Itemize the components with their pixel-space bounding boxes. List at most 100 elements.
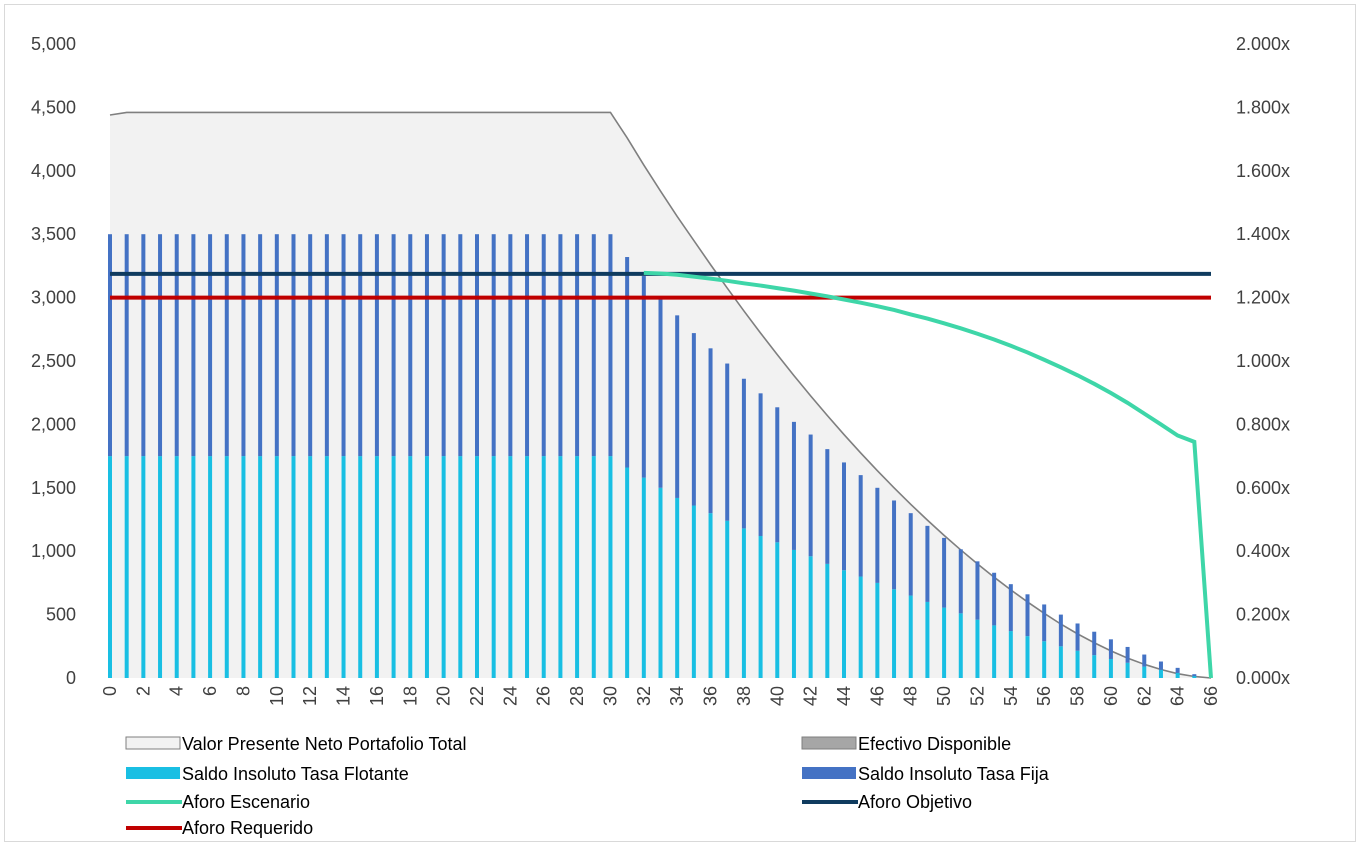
x-tick-label: 28 (567, 686, 587, 706)
bar-tasa-fija (475, 234, 479, 457)
y-right-tick-label: 0.400x (1236, 541, 1290, 561)
x-tick-label: 38 (734, 686, 754, 706)
bar-tasa-fija (491, 234, 496, 457)
bar-tasa-flotante (508, 456, 513, 678)
bar-tasa-flotante (1192, 676, 1197, 678)
bar-tasa-flotante (291, 456, 296, 678)
x-tick-label: 12 (300, 686, 320, 706)
bar-tasa-flotante (1042, 641, 1047, 678)
y-left-tick-label: 4,500 (31, 97, 76, 117)
bar-tasa-flotante (174, 456, 179, 678)
x-tick-label: 36 (701, 686, 721, 706)
x-tick-label: 62 (1134, 686, 1154, 706)
bar-tasa-fija (641, 276, 646, 478)
bar-tasa-flotante (491, 456, 496, 678)
x-tick-label: 10 (267, 686, 287, 706)
bar-tasa-fija (208, 234, 213, 457)
line-aforo-escenario (643, 270, 1213, 679)
bar-tasa-fija (258, 234, 263, 457)
x-tick-label: 56 (1034, 686, 1054, 706)
bar-tasa-flotante (324, 456, 329, 678)
x-tick-label: 6 (200, 686, 220, 696)
x-tick-label: 32 (634, 686, 654, 706)
x-tick-label: 52 (967, 686, 987, 706)
bar-tasa-flotante (842, 570, 846, 678)
bar-tasa-fija (958, 549, 963, 614)
bar-layer (108, 234, 1197, 678)
y-left-tick-label: 3,000 (31, 288, 76, 308)
bar-tasa-fija (341, 234, 346, 457)
legend-swatch-saldo-insoluto-tasa-fija (802, 767, 856, 779)
bar-tasa-flotante (958, 613, 963, 678)
y-left-tick-label: 2,500 (31, 351, 76, 371)
bar-tasa-flotante (158, 456, 163, 678)
bar-tasa-fija (1042, 604, 1047, 642)
bar-tasa-flotante (791, 549, 796, 678)
bar-tasa-fija (508, 234, 513, 457)
bar-tasa-fija (892, 500, 897, 590)
bar-tasa-fija (1025, 594, 1030, 637)
bar-tasa-fija (1175, 667, 1180, 673)
legend-label-saldo-insoluto-tasa-fija: Saldo Insoluto Tasa Fija (858, 764, 1050, 784)
bar-tasa-fija (575, 234, 580, 457)
bar-tasa-fija (608, 234, 613, 457)
x-tick-label: 48 (901, 686, 921, 706)
y-right-tick-label: 1.800x (1236, 97, 1290, 117)
y-left-tick-label: 0 (66, 668, 76, 688)
bar-tasa-flotante (475, 456, 479, 678)
bar-tasa-fija (558, 234, 563, 457)
bar-tasa-fija (291, 234, 296, 457)
bar-tasa-fija (908, 513, 913, 596)
bar-tasa-flotante (1158, 669, 1163, 678)
bar-tasa-fija (241, 234, 246, 457)
bar-tasa-fija (141, 234, 146, 457)
legend-label-saldo-insoluto-tasa-flotante: Saldo Insoluto Tasa Flotante (182, 764, 409, 784)
bar-tasa-flotante (141, 456, 146, 678)
y-left-tick-label: 2,000 (31, 414, 76, 434)
bar-tasa-fija (391, 234, 396, 457)
bar-tasa-flotante (274, 456, 279, 678)
bar-tasa-flotante (1142, 666, 1147, 678)
bar-tasa-flotante (241, 456, 246, 678)
bar-tasa-fija (324, 234, 329, 457)
bar-tasa-flotante (1058, 646, 1063, 678)
bar-tasa-fija (108, 234, 112, 457)
bar-tasa-fija (875, 487, 880, 583)
bar-tasa-flotante (358, 456, 363, 678)
bar-tasa-flotante (908, 595, 913, 678)
legend-label-aforo-escenario: Aforo Escenario (182, 792, 310, 812)
chart-frame (4, 4, 1356, 842)
bar-tasa-flotante (875, 582, 880, 678)
bar-tasa-fija (1142, 654, 1147, 667)
x-tick-label: 30 (600, 686, 620, 706)
x-tick-label: 4 (167, 686, 187, 696)
x-tick-label: 40 (767, 686, 787, 706)
bar-tasa-fija (725, 363, 730, 521)
bar-tasa-flotante (725, 520, 730, 678)
y-right-tick-label: 0.000x (1236, 668, 1290, 688)
bar-tasa-flotante (1008, 631, 1013, 678)
bar-tasa-fija (458, 234, 463, 457)
bar-tasa-flotante (124, 456, 129, 678)
bar-tasa-flotante (942, 607, 947, 678)
bar-tasa-fija (224, 234, 229, 457)
bar-tasa-fija (992, 572, 997, 626)
bar-tasa-fija (708, 348, 713, 514)
bar-tasa-flotante (775, 542, 780, 678)
bar-tasa-flotante (191, 456, 196, 678)
x-tick-label: 8 (233, 686, 253, 696)
bar-tasa-flotante (892, 589, 897, 678)
y-right-tick-label: 2.000x (1236, 34, 1290, 54)
legend-swatch-efectivo-disponible (801, 736, 857, 750)
x-tick-label: 18 (400, 686, 420, 706)
bar-tasa-flotante (675, 497, 680, 678)
bar-tasa-fija (274, 234, 279, 457)
bar-tasa-fija (1192, 674, 1197, 677)
bar-tasa-flotante (391, 456, 396, 678)
bar-tasa-fija (942, 537, 947, 608)
bar-tasa-flotante (1075, 650, 1080, 678)
y-left-tick-label: 4,000 (31, 161, 76, 181)
bar-tasa-fija (1125, 646, 1130, 663)
bar-tasa-flotante (541, 456, 546, 678)
bar-tasa-flotante (1092, 655, 1097, 678)
